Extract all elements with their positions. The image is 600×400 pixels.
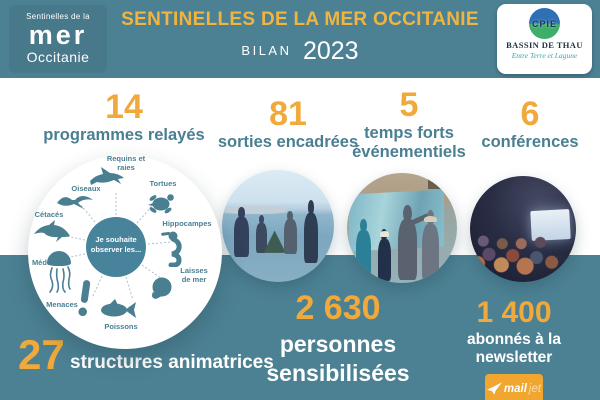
cpie-logo-icon: CPIE: [529, 8, 560, 39]
stat-newsletter-label: abonnés à la newsletter: [467, 331, 561, 366]
audience-crowd-shape: [470, 216, 566, 282]
stat-conferences-label: conférences: [481, 133, 579, 151]
lagoon-outing-photo: [222, 170, 334, 282]
stat-programmes: 14 programmes relayés: [38, 90, 210, 145]
stat-personnes: 2 630 personnes sensibilisées: [258, 291, 418, 389]
person-silhouette: [377, 229, 391, 281]
fishing-net-shape: [263, 230, 286, 253]
stat-personnes-label: personnes sensibilisées: [266, 331, 410, 387]
paper-plane-icon: [486, 382, 502, 395]
cpie-acronym: CPIE: [531, 18, 557, 29]
wheel-label-tortues: Tortues: [149, 179, 177, 188]
stat-structures-label: structures animatrices: [70, 352, 274, 373]
stat-newsletter: 1 400 abonnés à la newsletter mail jet: [428, 298, 600, 400]
sentinelles-logo: Sentinelles de la mer Occitanie: [9, 5, 107, 73]
stat-temps-forts-value: 5: [399, 86, 419, 124]
logo-line-top: Sentinelles de la: [26, 12, 90, 21]
wheel-label-meduses: Méduses: [31, 258, 65, 267]
wheel-center-circle: [86, 217, 146, 277]
bilan-year: 2023: [302, 37, 359, 65]
partner-tagline: Entre Terre et Lagune: [511, 51, 578, 60]
wheel-label-hippocampes: Hippocampes: [162, 219, 212, 228]
bilan-subtitle: BILAN 2023: [118, 37, 482, 66]
stat-programmes-label: programmes relayés: [43, 126, 205, 144]
stat-temps-forts: 5 temps forts événementiels: [350, 88, 468, 162]
partner-logo-card: CPIE BASSIN DE THAU Entre Terre et Lagun…: [497, 4, 592, 74]
child-cap-shape: [380, 231, 389, 237]
exclamation-icon: [76, 279, 94, 319]
person-silhouette: [255, 215, 267, 253]
logo-line-main: mer: [28, 20, 88, 50]
stat-personnes-value: 2 630: [295, 289, 381, 327]
person-silhouette: [303, 200, 319, 263]
mailjet-text-bold: mail: [503, 382, 527, 395]
stat-temps-forts-label: temps forts événementiels: [352, 124, 466, 161]
wheel-center-text: Je souhaite observer les...: [90, 235, 142, 254]
hat-shape: [424, 215, 438, 223]
person-silhouette: [234, 207, 249, 258]
bilan-label: BILAN: [241, 43, 292, 58]
observation-wheel-diagram: Je souhaite observer les...: [28, 154, 222, 349]
mailjet-text-light: jet: [528, 382, 542, 395]
seahorse-icon: [158, 229, 184, 267]
stat-sorties-label: sorties encadrées: [217, 133, 359, 151]
stat-sorties: 81 sorties encadrées: [212, 97, 364, 152]
mailjet-logo-badge: mail jet: [485, 374, 543, 400]
person-silhouette: [355, 218, 372, 278]
person-silhouette: [397, 204, 418, 280]
stat-newsletter-value: 1 400: [476, 296, 552, 329]
page-title: SENTINELLES DE LA MER OCCITANIE: [121, 9, 479, 30]
shell-icon: [148, 275, 174, 301]
wheel-label-oiseaux: Oiseaux: [71, 184, 101, 193]
logo-line-sub: Occitanie: [26, 49, 90, 66]
building-window-shape: [428, 177, 453, 190]
dolphin-icon: [32, 219, 72, 245]
stand-animation-photo: [347, 173, 457, 283]
wheel-label-cetaces: Cétacés: [34, 210, 64, 219]
wheel-label-menaces: Menaces: [46, 300, 78, 309]
wheel-label-poissons: Poissons: [104, 322, 138, 331]
person-silhouette: [283, 211, 298, 254]
wheel-label-requins: Requins et raies: [106, 154, 146, 172]
shark-icon: [88, 165, 126, 189]
stat-programmes-value: 14: [105, 88, 143, 126]
partner-name: BASSIN DE THAU: [506, 40, 583, 50]
fish-icon: [98, 297, 138, 321]
stat-conferences: 6 conférences: [475, 97, 585, 152]
stat-sorties-value: 81: [269, 95, 307, 133]
stat-conferences-value: 6: [520, 95, 540, 133]
stat-structures-value: 27: [18, 331, 65, 378]
header-band: Sentinelles de la mer Occitanie SENTINEL…: [0, 0, 600, 78]
turtle-icon: [144, 189, 178, 217]
conference-room-photo: [470, 176, 576, 282]
person-silhouette: [421, 209, 440, 281]
bird-icon: [56, 191, 94, 213]
jellyfish-icon: [44, 247, 74, 295]
shoreline-shape: [222, 205, 287, 214]
wheel-label-laisses: Laisses de mer: [180, 266, 208, 284]
